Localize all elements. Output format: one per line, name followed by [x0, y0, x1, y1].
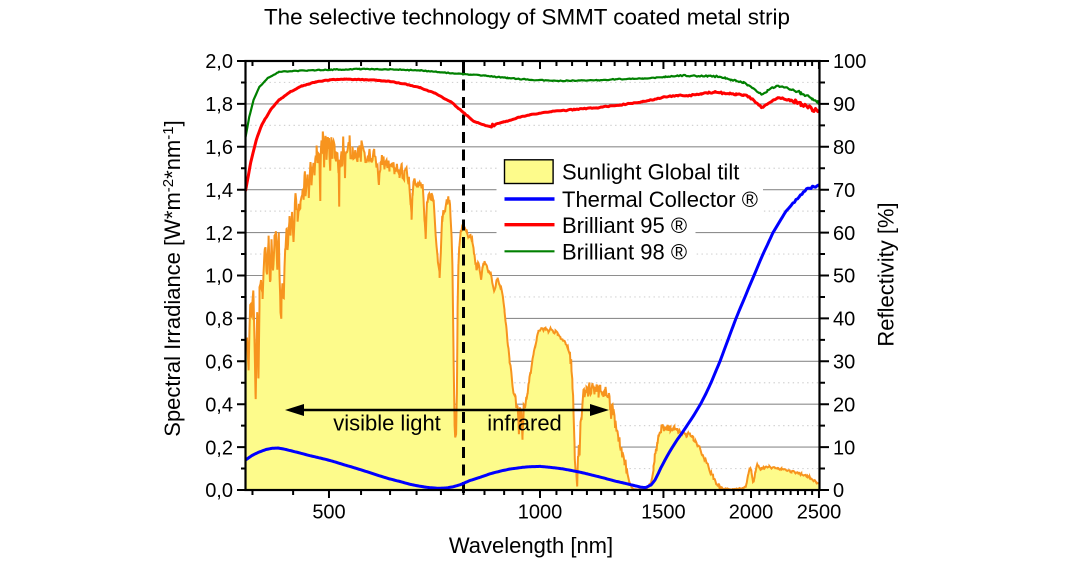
- svg-text:1,6: 1,6: [205, 137, 233, 159]
- svg-text:1,4: 1,4: [205, 180, 233, 202]
- svg-text:The selective technology of SM: The selective technology of SMMT coated …: [264, 5, 790, 30]
- svg-text:Wavelength [nm]: Wavelength [nm]: [449, 533, 613, 558]
- svg-text:Brilliant 95 ®: Brilliant 95 ®: [562, 213, 687, 238]
- svg-text:1000: 1000: [518, 502, 563, 524]
- svg-text:1500: 1500: [641, 502, 686, 524]
- svg-text:20: 20: [833, 394, 855, 416]
- svg-text:50: 50: [833, 266, 855, 288]
- svg-text:0: 0: [833, 480, 844, 502]
- svg-text:1,8: 1,8: [205, 94, 233, 116]
- svg-text:70: 70: [833, 180, 855, 202]
- svg-text:40: 40: [833, 309, 855, 331]
- svg-text:2000: 2000: [729, 502, 774, 524]
- svg-text:Spectral Irradiance [W*m-2*nm-: Spectral Irradiance [W*m-2*nm-1]: [160, 120, 185, 436]
- svg-text:10: 10: [833, 437, 855, 459]
- svg-text:100: 100: [833, 51, 866, 73]
- svg-text:infrared: infrared: [487, 411, 562, 436]
- svg-text:0,8: 0,8: [205, 309, 233, 331]
- svg-text:60: 60: [833, 223, 855, 245]
- svg-text:80: 80: [833, 137, 855, 159]
- svg-text:30: 30: [833, 352, 855, 374]
- svg-text:visible light: visible light: [333, 411, 441, 436]
- svg-text:Sunlight Global tilt: Sunlight Global tilt: [562, 160, 739, 185]
- svg-text:0,6: 0,6: [205, 352, 233, 374]
- svg-text:500: 500: [312, 502, 345, 524]
- svg-text:2500: 2500: [797, 502, 842, 524]
- svg-text:0,2: 0,2: [205, 437, 233, 459]
- svg-text:Reflectivity [%]: Reflectivity [%]: [874, 202, 899, 346]
- svg-text:1,0: 1,0: [205, 266, 233, 288]
- svg-text:0,4: 0,4: [205, 394, 233, 416]
- svg-text:Brilliant 98 ®: Brilliant 98 ®: [562, 239, 687, 264]
- svg-text:0,0: 0,0: [205, 480, 233, 502]
- svg-text:Thermal Collector ®: Thermal Collector ®: [562, 187, 758, 212]
- svg-text:1,2: 1,2: [205, 223, 233, 245]
- svg-text:90: 90: [833, 94, 855, 116]
- svg-text:2,0: 2,0: [205, 51, 233, 73]
